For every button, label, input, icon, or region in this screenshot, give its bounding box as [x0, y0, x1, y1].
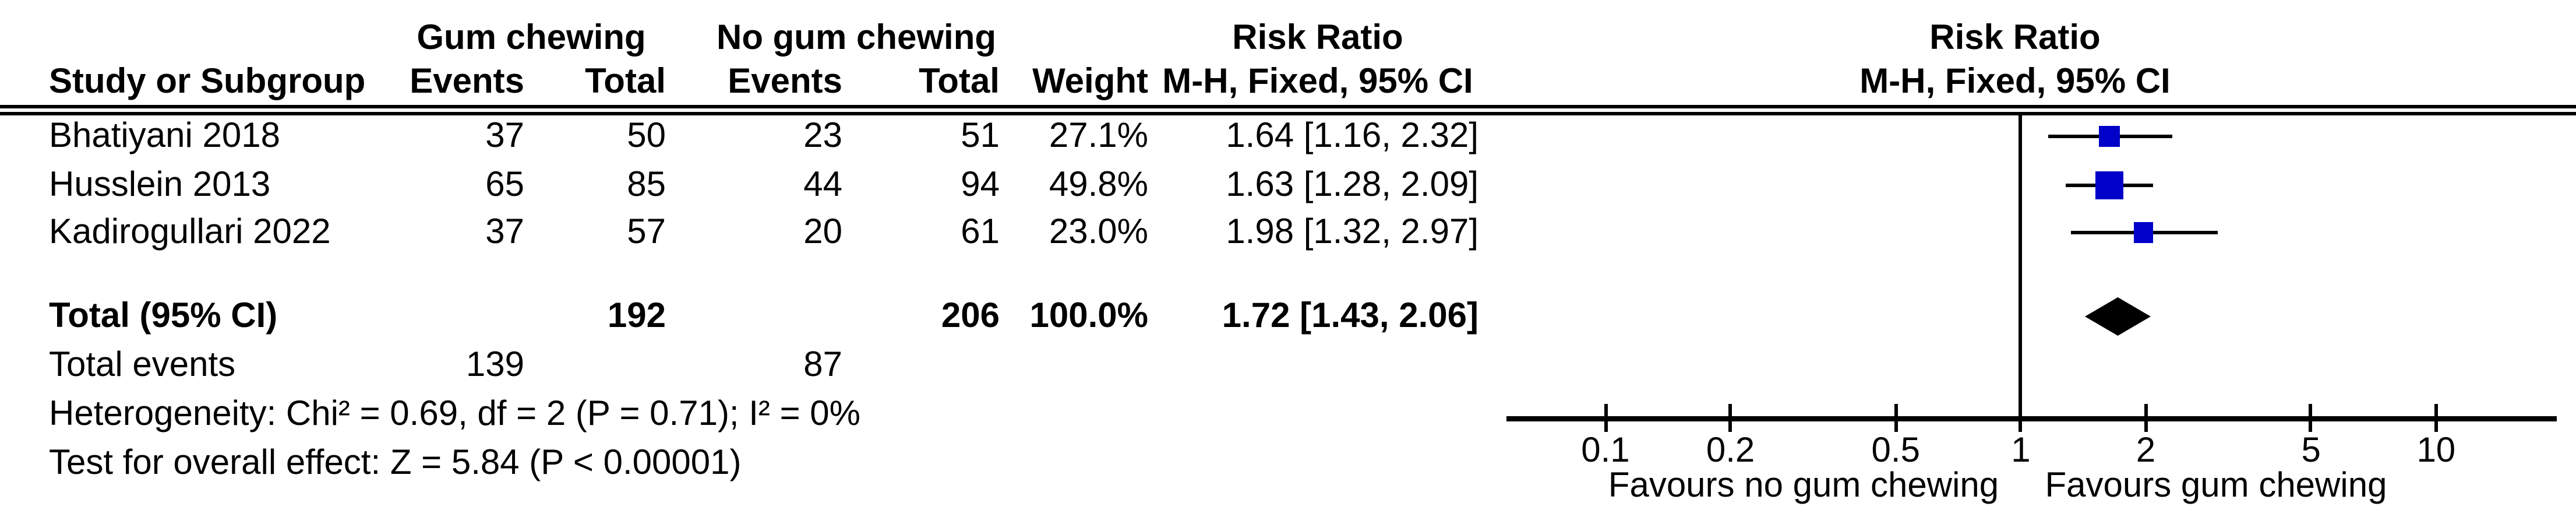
- events-exp-value: 37: [485, 213, 524, 252]
- total-exp-value: 85: [627, 166, 666, 205]
- group-header-control: No gum chewing: [717, 19, 996, 58]
- group-header-experimental: Gum chewing: [417, 19, 646, 58]
- axis-tick-label: 0.1: [1581, 432, 1630, 470]
- total-ctrl-value: 94: [961, 166, 1000, 205]
- total-events-label: Total events: [49, 346, 236, 385]
- col-header-study: Study or Subgroup: [49, 63, 366, 101]
- axis-tick: [2309, 404, 2313, 432]
- axis-tick-label: 5: [2301, 432, 2321, 470]
- group-header-effect: Risk Ratio: [1232, 19, 1403, 58]
- study-name: Bhatiyani 2018: [49, 117, 280, 156]
- total-events-exp: 139: [465, 346, 524, 385]
- total-events-ctrl: 87: [803, 346, 842, 385]
- total-ctrl-value: 61: [961, 213, 1000, 252]
- effect-square: [2134, 223, 2154, 242]
- axis-tick-label: 0.2: [1706, 432, 1755, 470]
- total-weight: 100.0%: [1029, 297, 1148, 336]
- axis-tick: [2019, 404, 2023, 432]
- axis-tick: [1728, 404, 1732, 432]
- risk-ratio-ci-value: 1.64 [1.16, 2.32]: [1226, 117, 1478, 156]
- col-header-total-ctrl: Total: [919, 63, 1000, 101]
- events-exp-value: 65: [485, 166, 524, 205]
- total-exp-value: 57: [627, 213, 666, 252]
- col-header-total-exp: Total: [585, 63, 666, 101]
- axis-tick-label: 10: [2416, 432, 2456, 470]
- header-divider-rule: [0, 105, 2576, 115]
- axis-tick: [2434, 404, 2438, 432]
- col-header-mh-ci-plot: M-H, Fixed, 95% CI: [1859, 63, 2171, 101]
- x-axis-line: [1506, 415, 2557, 421]
- risk-ratio-ci-value: 1.98 [1.32, 2.97]: [1226, 213, 1478, 252]
- risk-ratio-ci-value: 1.63 [1.28, 2.09]: [1226, 166, 1478, 205]
- total-ctrl-sum: 206: [941, 297, 1000, 336]
- events-ctrl-value: 44: [803, 166, 842, 205]
- weight-value: 27.1%: [1049, 117, 1148, 156]
- heterogeneity-text: Heterogeneity: Chi² = 0.69, df = 2 (P = …: [49, 395, 861, 434]
- axis-tick: [1894, 404, 1898, 432]
- total-label: Total (95% CI): [49, 297, 278, 336]
- axis-tick-label: 0.5: [1871, 432, 1920, 470]
- weight-value: 49.8%: [1049, 166, 1148, 205]
- effect-square: [2099, 125, 2121, 147]
- axis-tick-label: 1: [2011, 432, 2031, 470]
- axis-label-right: Favours gum chewing: [2045, 467, 2387, 505]
- null-effect-line: [2019, 114, 2023, 420]
- total-exp-sum: 192: [607, 297, 666, 336]
- col-header-mh-ci: M-H, Fixed, 95% CI: [1162, 63, 1473, 101]
- axis-tick-label: 2: [2136, 432, 2156, 470]
- total-ctrl-value: 51: [961, 117, 1000, 156]
- weight-value: 23.0%: [1049, 213, 1148, 252]
- total-exp-value: 50: [627, 117, 666, 156]
- col-header-weight: Weight: [1032, 63, 1148, 101]
- total-risk-ratio-ci: 1.72 [1.43, 2.06]: [1222, 297, 1478, 336]
- group-header-effect-plot: Risk Ratio: [1929, 19, 2101, 58]
- col-header-events-exp: Events: [410, 63, 524, 101]
- axis-tick: [1603, 404, 1607, 432]
- effect-square: [2094, 171, 2123, 200]
- events-ctrl-value: 23: [803, 117, 842, 156]
- events-exp-value: 37: [485, 117, 524, 156]
- axis-tick: [2144, 404, 2148, 432]
- total-diamond: [2085, 297, 2151, 336]
- study-name: Husslein 2013: [49, 166, 271, 205]
- overall-effect-text: Test for overall effect: Z = 5.84 (P < 0…: [49, 444, 742, 483]
- col-header-events-ctrl: Events: [728, 63, 842, 101]
- study-name: Kadirogullari 2022: [49, 213, 331, 252]
- events-ctrl-value: 20: [803, 213, 842, 252]
- axis-label-left: Favours no gum chewing: [1608, 467, 1999, 505]
